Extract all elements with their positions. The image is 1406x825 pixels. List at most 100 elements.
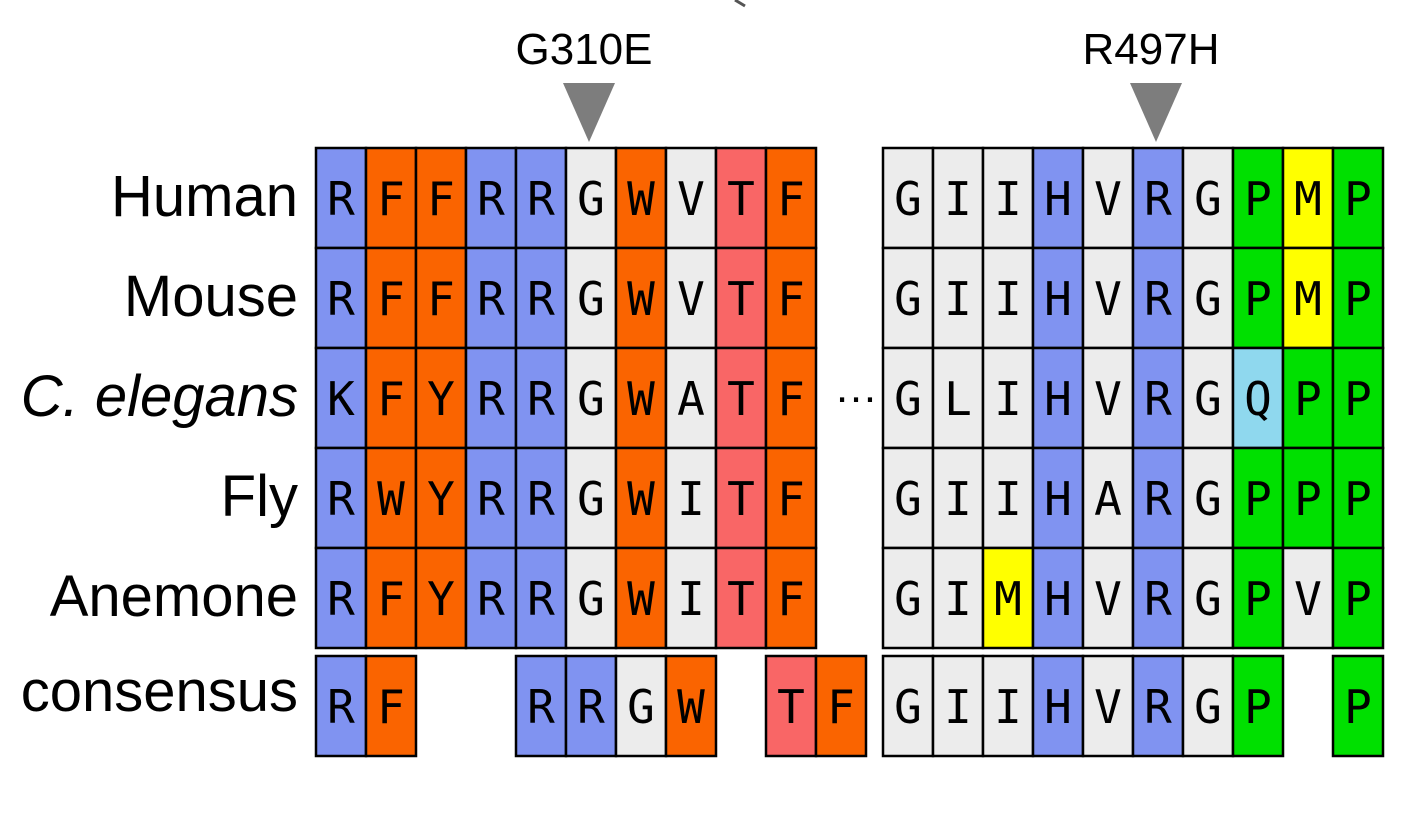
cell-consensus-b1-c2 — [981, 654, 1035, 758]
cell-anemone-b1-c1 — [931, 546, 985, 650]
residue-human-b1-c5: R — [1144, 172, 1172, 226]
residue-fly-b0-c9: F — [777, 472, 805, 526]
residue-consensus-b0-c7: W — [677, 680, 705, 734]
cell-fly-b0-c8 — [714, 446, 768, 550]
residue-c-elegans-b1-c1: L — [944, 372, 972, 426]
residue-c-elegans-b0-c1: F — [377, 372, 405, 426]
mutation-label-r497h: R497H — [1083, 25, 1220, 74]
residue-human-b1-c3: H — [1044, 172, 1072, 226]
cell-mouse-b0-c6 — [614, 246, 668, 350]
residue-c-elegans-b0-c2: Y — [427, 372, 455, 426]
cell-consensus-b0-c6 — [614, 654, 668, 758]
cell-c-elegans-b1-c0 — [881, 346, 935, 450]
residue-consensus-b0-c0: R — [327, 680, 355, 734]
cell-mouse-b1-c5 — [1131, 246, 1185, 350]
residue-mouse-b0-c6: W — [627, 272, 655, 326]
residue-human-b0-c2: F — [427, 172, 455, 226]
residue-human-b0-c6: W — [627, 172, 655, 226]
residue-mouse-b0-c1: F — [377, 272, 405, 326]
residue-mouse-b0-c3: R — [477, 272, 505, 326]
residue-anemone-b1-c1: I — [944, 572, 972, 626]
residue-mouse-b1-c8: M — [1294, 272, 1322, 326]
mutation-marker-r497h — [1130, 83, 1182, 142]
cell-consensus-b0-c7 — [664, 654, 718, 758]
cell-fly-b1-c7 — [1231, 446, 1285, 550]
residue-c-elegans-b0-c8: T — [727, 372, 755, 426]
cell-anemone-b0-c1 — [364, 546, 418, 650]
cell-consensus-b0-c4 — [514, 654, 568, 758]
cell-c-elegans-b1-c4 — [1081, 346, 1135, 450]
residue-human-b0-c0: R — [327, 172, 355, 226]
cell-anemone-b1-c6 — [1181, 546, 1235, 650]
cell-fly-b1-c3 — [1031, 446, 1085, 550]
cell-c-elegans-b1-c8 — [1281, 346, 1335, 450]
cell-anemone-b1-c2 — [981, 546, 1035, 650]
cell-c-elegans-b0-c4 — [514, 346, 568, 450]
residue-fly-b0-c1: W — [377, 472, 405, 526]
row-label-consensus: consensus — [21, 659, 298, 724]
residue-anemone-b0-c3: R — [477, 572, 505, 626]
residue-fly-b0-c2: Y — [427, 472, 455, 526]
mutation-label-g310e: G310E — [516, 25, 653, 74]
row-label-anemone: Anemone — [50, 564, 298, 629]
residue-anemone-b1-c7: P — [1244, 572, 1272, 626]
residue-fly-b1-c1: I — [944, 472, 972, 526]
cell-consensus-b1-c1 — [931, 654, 985, 758]
residue-anemone-b1-c4: V — [1094, 572, 1122, 626]
cell-c-elegans-b0-c9 — [764, 346, 818, 450]
cell-human-b0-c5 — [564, 146, 618, 250]
residue-mouse-b0-c0: R — [327, 272, 355, 326]
residue-fly-b1-c7: P — [1244, 472, 1272, 526]
residue-human-b0-c7: V — [677, 172, 705, 226]
cell-c-elegans-b0-c7 — [664, 346, 718, 450]
residue-c-elegans-b0-c0: K — [327, 372, 355, 426]
residue-mouse-b0-c2: F — [427, 272, 455, 326]
residue-mouse-b1-c9: P — [1344, 272, 1372, 326]
residue-human-b1-c6: G — [1194, 172, 1222, 226]
residue-mouse-b0-c7: V — [677, 272, 705, 326]
row-label-mouse: Mouse — [124, 264, 298, 329]
residue-consensus-b1-c9: P — [1344, 680, 1372, 734]
residue-c-elegans-b0-c4: R — [527, 372, 555, 426]
alignment-cells: R F F R R G W V T F G I I H V R G P M PR F F R R G W V T F G I I H V R G P M P… — [314, 146, 1385, 758]
cell-human-b1-c8 — [1281, 146, 1335, 250]
residue-anemone-b1-c2: M — [994, 572, 1022, 626]
cell-anemone-b1-c7 — [1231, 546, 1285, 650]
cell-anemone-b1-c4 — [1081, 546, 1135, 650]
cell-human-b1-c9 — [1331, 146, 1385, 250]
residue-human-b0-c8: T — [727, 172, 755, 226]
residue-consensus-b0-c1: F — [377, 680, 405, 734]
cell-c-elegans-b1-c3 — [1031, 346, 1085, 450]
cell-anemone-b1-c9 — [1331, 546, 1385, 650]
cell-fly-b1-c9 — [1331, 446, 1385, 550]
residue-mouse-b1-c3: H — [1044, 272, 1072, 326]
cell-anemone-b1-c5 — [1131, 546, 1185, 650]
residue-anemone-b0-c2: Y — [427, 572, 455, 626]
residue-mouse-b0-c5: G — [577, 272, 605, 326]
residue-c-elegans-b1-c2: I — [994, 372, 1022, 426]
residue-human-b1-c0: G — [894, 172, 922, 226]
residue-human-b1-c4: V — [1094, 172, 1122, 226]
cell-c-elegans-b0-c5 — [564, 346, 618, 450]
cell-mouse-b1-c6 — [1181, 246, 1235, 350]
residue-consensus-b0-c9: T — [777, 680, 805, 734]
residue-c-elegans-b0-c7: A — [677, 372, 705, 426]
cell-mouse-b1-c0 — [881, 246, 935, 350]
mutation-marker-g310e — [563, 83, 615, 142]
cell-c-elegans-b0-c1 — [364, 346, 418, 450]
mutation-markers: G310E R497H — [516, 25, 1220, 142]
cell-fly-b1-c4 — [1081, 446, 1135, 550]
residue-consensus-b0-c4: R — [527, 680, 555, 734]
cell-mouse-b0-c0 — [314, 246, 368, 350]
residue-consensus-b1-c6: G — [1194, 680, 1222, 734]
residue-mouse-b0-c8: T — [727, 272, 755, 326]
residue-c-elegans-b1-c6: G — [1194, 372, 1222, 426]
residue-fly-b1-c3: H — [1044, 472, 1072, 526]
residue-consensus-b1-c5: R — [1144, 680, 1172, 734]
residue-consensus-b1-c2: I — [994, 680, 1022, 734]
residue-fly-b1-c5: R — [1144, 472, 1172, 526]
residue-mouse-b1-c5: R — [1144, 272, 1172, 326]
residue-anemone-b0-c5: G — [577, 572, 605, 626]
cell-fly-b0-c0 — [314, 446, 368, 550]
